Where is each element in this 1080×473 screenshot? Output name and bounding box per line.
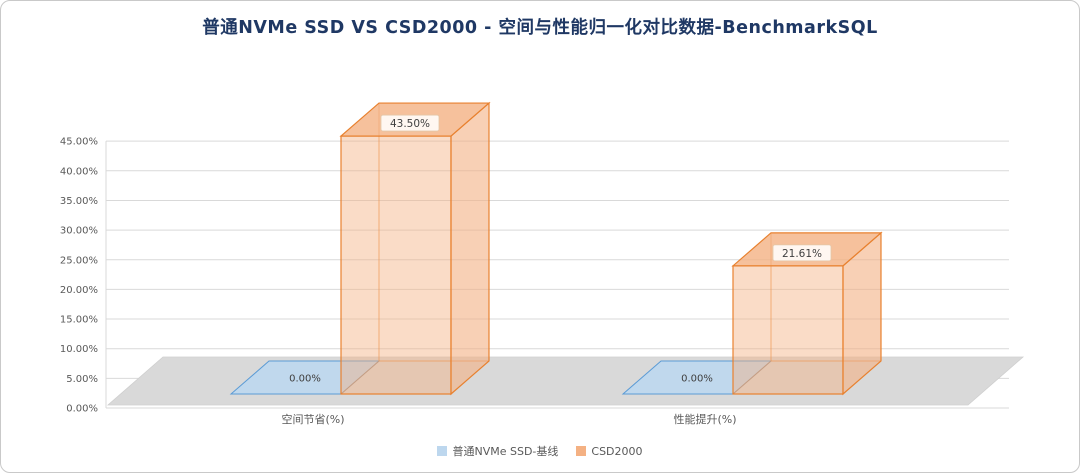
svg-text:21.61%: 21.61% bbox=[782, 248, 822, 260]
svg-text:45.00%: 45.00% bbox=[60, 137, 98, 148]
svg-text:0.00%: 0.00% bbox=[289, 374, 321, 385]
svg-text:20.00%: 20.00% bbox=[60, 285, 98, 296]
svg-text:0.00%: 0.00% bbox=[681, 374, 713, 385]
svg-text:43.50%: 43.50% bbox=[390, 118, 430, 130]
svg-text:5.00%: 5.00% bbox=[66, 374, 98, 385]
legend-swatch-icon bbox=[576, 446, 587, 456]
svg-text:25.00%: 25.00% bbox=[60, 255, 98, 266]
legend-item: 普通NVMe SSD-基线 bbox=[437, 443, 558, 459]
svg-text:0.00%: 0.00% bbox=[66, 404, 98, 415]
svg-text:40.00%: 40.00% bbox=[60, 166, 98, 177]
chart-title: 普通NVMe SSD VS CSD2000 - 空间与性能归一化对比数据-Ben… bbox=[202, 18, 878, 38]
svg-text:空间节省(%): 空间节省(%) bbox=[281, 412, 344, 426]
svg-text:性能提升(%): 性能提升(%) bbox=[673, 412, 736, 426]
svg-text:10.00%: 10.00% bbox=[60, 344, 98, 355]
svg-text:35.00%: 35.00% bbox=[60, 196, 98, 207]
legend-label: 普通NVMe SSD-基线 bbox=[452, 445, 559, 458]
svg-text:15.00%: 15.00% bbox=[60, 315, 98, 326]
legend: 普通NVMe SSD-基线 CSD2000 bbox=[1, 443, 1079, 459]
svg-text:30.00%: 30.00% bbox=[60, 226, 98, 237]
legend-label: CSD2000 bbox=[591, 444, 643, 458]
legend-swatch-icon bbox=[437, 446, 448, 456]
legend-item: CSD2000 bbox=[576, 444, 643, 458]
